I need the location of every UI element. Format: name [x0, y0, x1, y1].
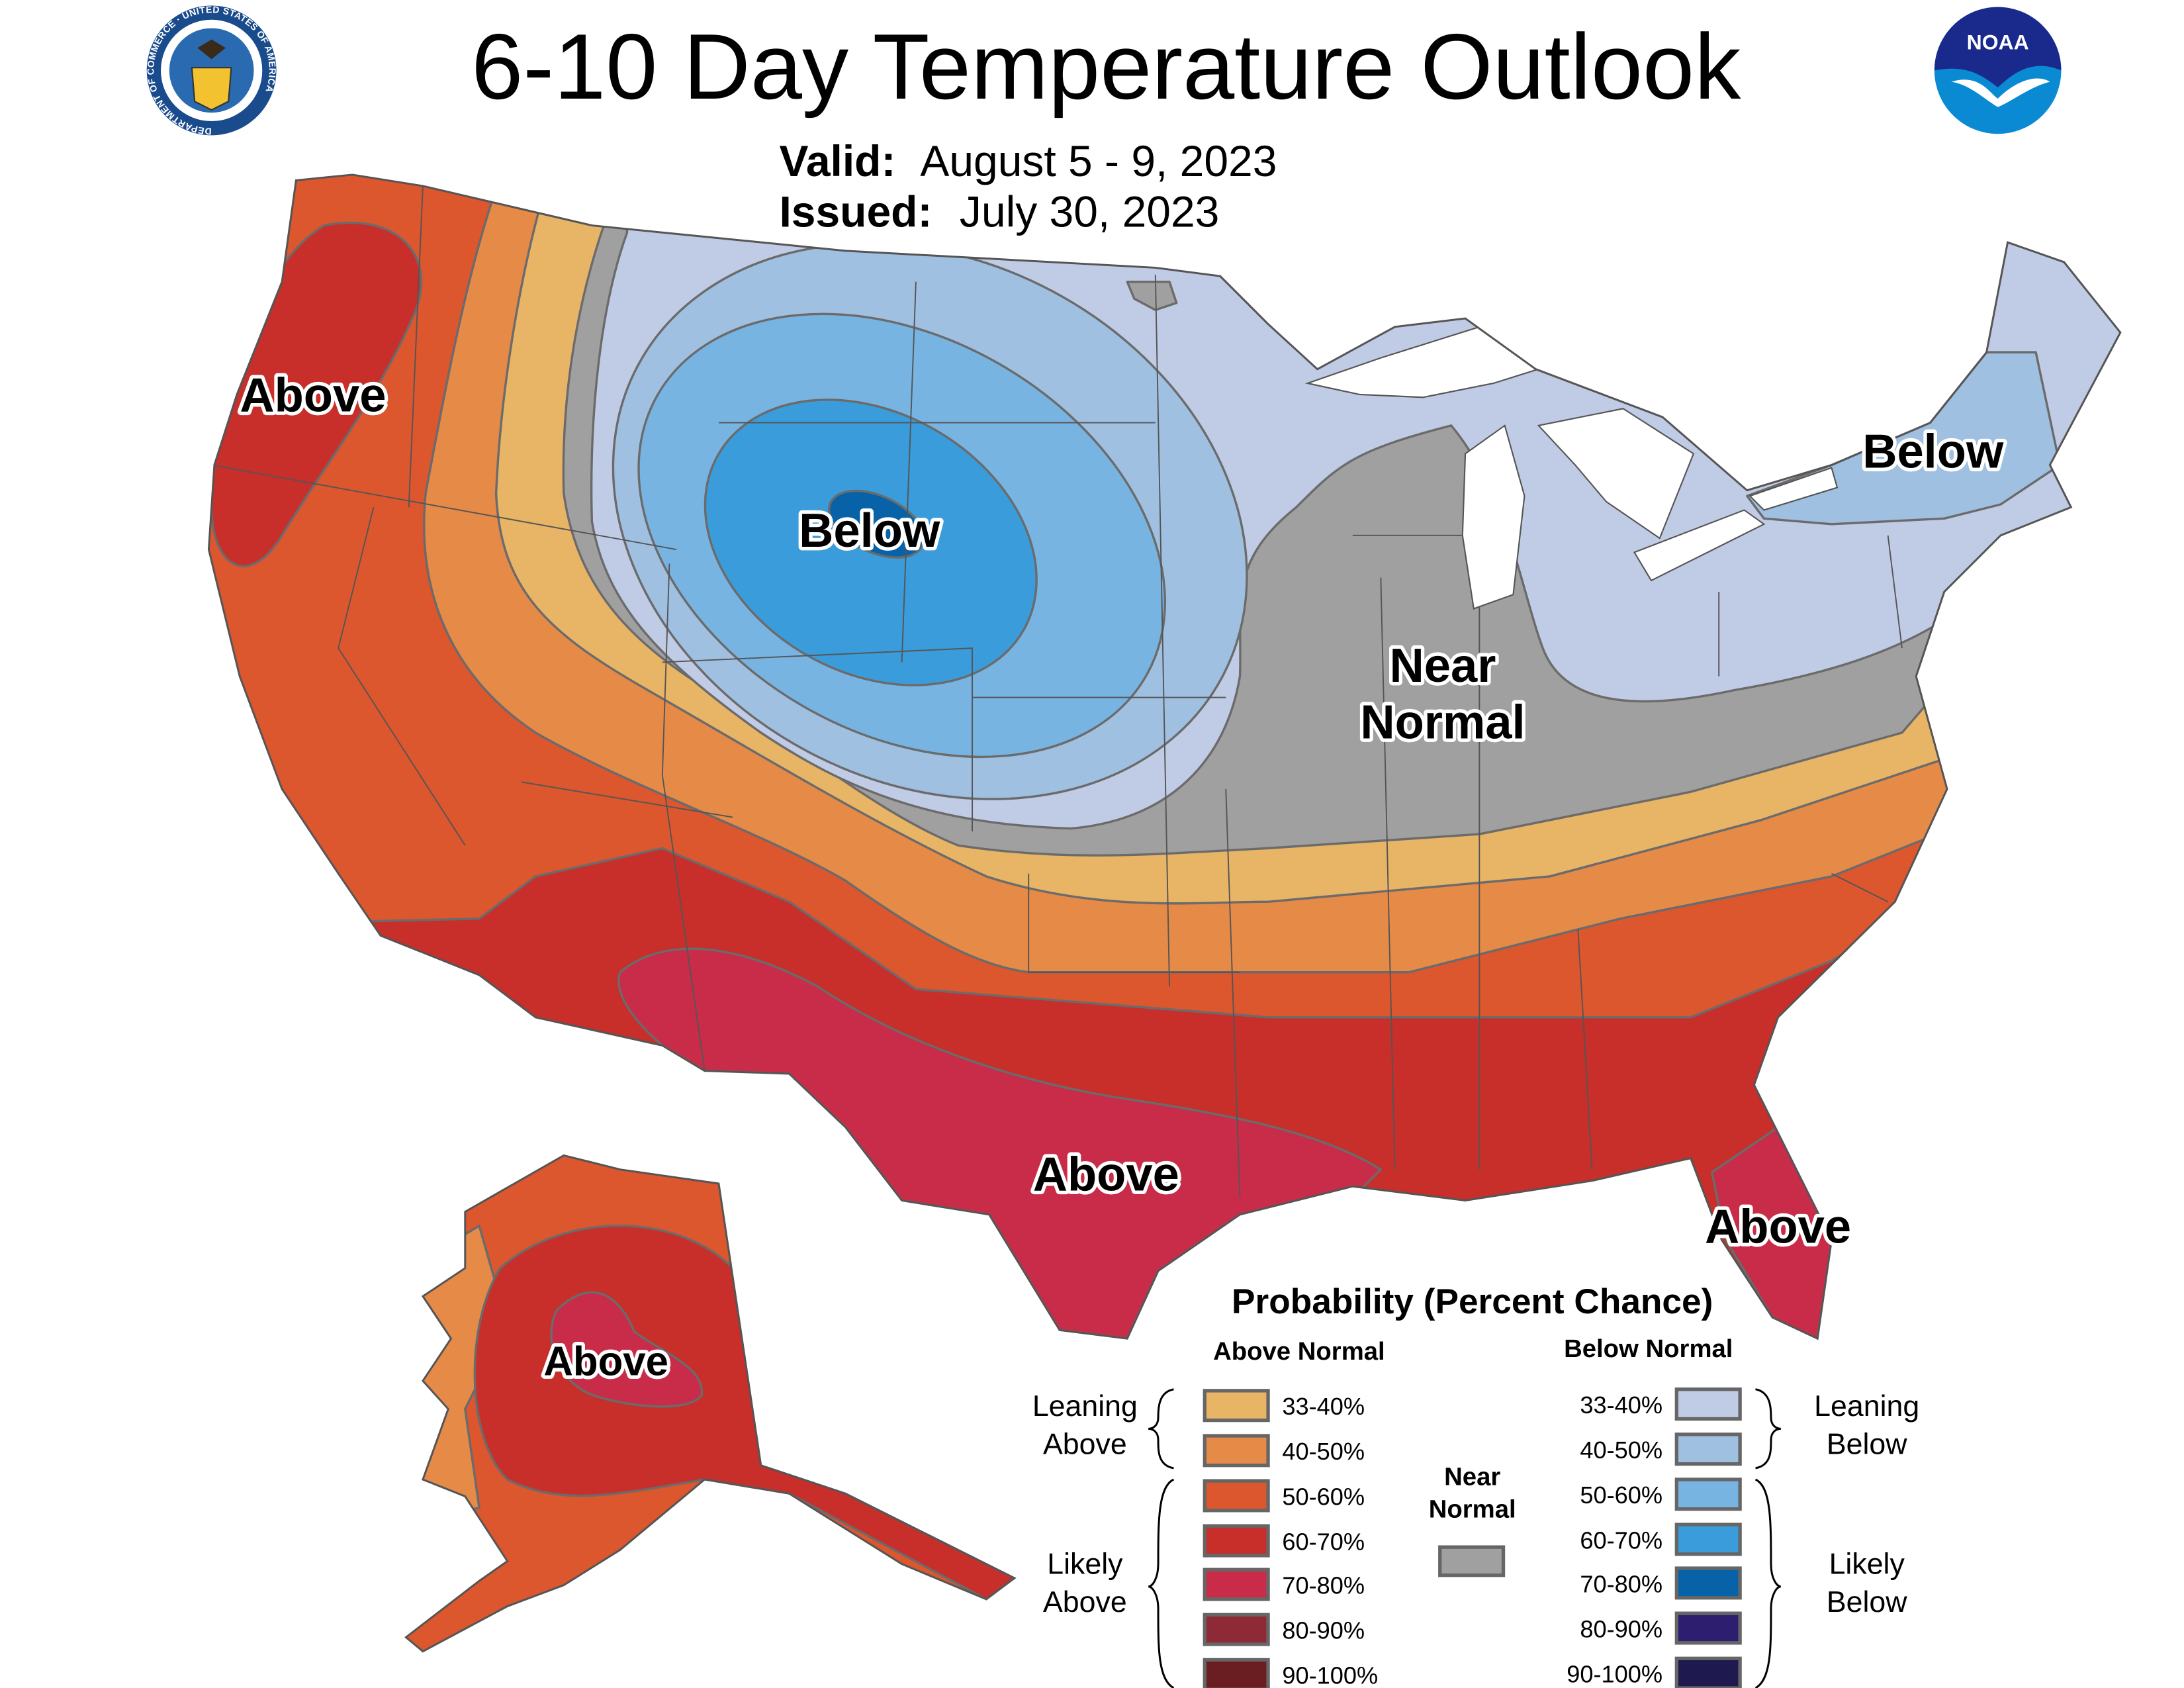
- legend-label-below: 33-40%: [1580, 1391, 1662, 1419]
- noaa-logo: NOAA: [1934, 7, 2062, 134]
- page-title: 6-10 Day Temperature Outlook: [471, 15, 1741, 118]
- state-boundaries: [211, 185, 1903, 1198]
- brace-likely-above: [1148, 1478, 1175, 1688]
- legend-label-below: 90-100%: [1567, 1660, 1662, 1687]
- legend-swatch-below: [1674, 1611, 1742, 1645]
- legend-below-entries: 33-40% 40-50% 50-60% 60-70% 70-80% 80-90% 90-1…: [1567, 1387, 1742, 1688]
- legend-swatch-near-normal: [1438, 1545, 1506, 1577]
- legend-label-below: 80-90%: [1580, 1615, 1662, 1642]
- legend-likely-below-1: Likely: [1829, 1548, 1905, 1581]
- legend-label-above: 40-50%: [1282, 1438, 1365, 1465]
- legend-label-above: 80-90%: [1282, 1617, 1365, 1644]
- great-lakes: [1304, 326, 1839, 610]
- legend-leaning-above-2: Above: [1043, 1429, 1127, 1461]
- brace-likely-below: [1754, 1478, 1782, 1688]
- legend-near-normal-1: Near: [1444, 1462, 1500, 1491]
- legend-label-below: 50-60%: [1580, 1481, 1662, 1509]
- legend-label-above: 60-70%: [1282, 1528, 1365, 1555]
- legend-label-below: 40-50%: [1580, 1436, 1662, 1464]
- alaska-map: [406, 1155, 1015, 1652]
- legend-below-header: Below Normal: [1564, 1335, 1733, 1363]
- legend-swatch-above: [1203, 1479, 1270, 1513]
- legend-label-above: 90-100%: [1282, 1662, 1378, 1688]
- legend-likely-below-2: Below: [1827, 1586, 1907, 1618]
- legend-above-entries: 33-40% 40-50% 50-60% 60-70% 70-80% 80-90% 90-1…: [1203, 1389, 1378, 1688]
- alaska-above-70-80: [550, 1291, 704, 1408]
- legend-swatch-below: [1674, 1387, 1742, 1421]
- legend-likely-above-1: Likely: [1047, 1548, 1123, 1581]
- label-above-west: Above: [240, 369, 386, 422]
- region-below-70-80: [827, 489, 925, 559]
- label-below-plains: Below: [799, 504, 940, 557]
- legend-leaning-above-1: Leaning: [1032, 1390, 1138, 1423]
- legend-swatch-below: [1674, 1656, 1742, 1688]
- label-above-florida: Above: [1705, 1199, 1851, 1253]
- legend-swatch-below: [1674, 1432, 1742, 1466]
- legend-label-above: 33-40%: [1282, 1393, 1365, 1420]
- legend-swatch-above: [1203, 1568, 1270, 1601]
- legend-label-above: 70-80%: [1282, 1571, 1365, 1599]
- legend-swatch-above: [1203, 1434, 1270, 1468]
- legend-title: Probability (Percent Chance): [1232, 1282, 1713, 1321]
- region-near-normal-north: [1126, 281, 1178, 311]
- legend: Probability (Percent Chance) Above Norma…: [1032, 1282, 1919, 1688]
- legend-above-header: Above Normal: [1213, 1337, 1385, 1366]
- valid-label: Valid:: [779, 136, 895, 185]
- label-below-northeast: Below: [1862, 425, 2004, 479]
- legend-label-above: 50-60%: [1282, 1483, 1365, 1510]
- issued-label: Issued:: [779, 187, 932, 236]
- legend-swatch-above: [1203, 1389, 1270, 1423]
- svg-text:NOAA: NOAA: [1967, 30, 2029, 54]
- valid-value: August 5 - 9, 2023: [920, 136, 1277, 185]
- legend-swatch-below: [1674, 1566, 1742, 1600]
- legend-swatch-below: [1674, 1477, 1742, 1511]
- legend-swatch-above: [1203, 1524, 1270, 1558]
- label-above-south: Above: [1033, 1148, 1179, 1201]
- legend-swatch-above: [1203, 1613, 1270, 1646]
- legend-near-normal-2: Normal: [1429, 1495, 1516, 1523]
- legend-label-below: 70-80%: [1580, 1570, 1662, 1597]
- legend-likely-above-2: Above: [1043, 1586, 1127, 1618]
- doc-seal-logo: DEPARTMENT OF COMMERCE · UNITED STATES O…: [145, 4, 277, 137]
- brace-leaning-above: [1148, 1388, 1174, 1470]
- brace-leaning-below: [1755, 1388, 1781, 1470]
- legend-swatch-below: [1674, 1523, 1742, 1556]
- label-near-normal-line1: Near: [1390, 639, 1496, 692]
- legend-leaning-below-2: Below: [1827, 1429, 1907, 1461]
- legend-swatch-above: [1203, 1658, 1270, 1688]
- label-near-normal-line2: Normal: [1360, 695, 1525, 749]
- issued-value: July 30, 2023: [960, 187, 1219, 236]
- label-above-alaska: Above: [543, 1338, 668, 1384]
- legend-leaning-below-1: Leaning: [1814, 1390, 1919, 1423]
- legend-label-below: 60-70%: [1580, 1526, 1662, 1554]
